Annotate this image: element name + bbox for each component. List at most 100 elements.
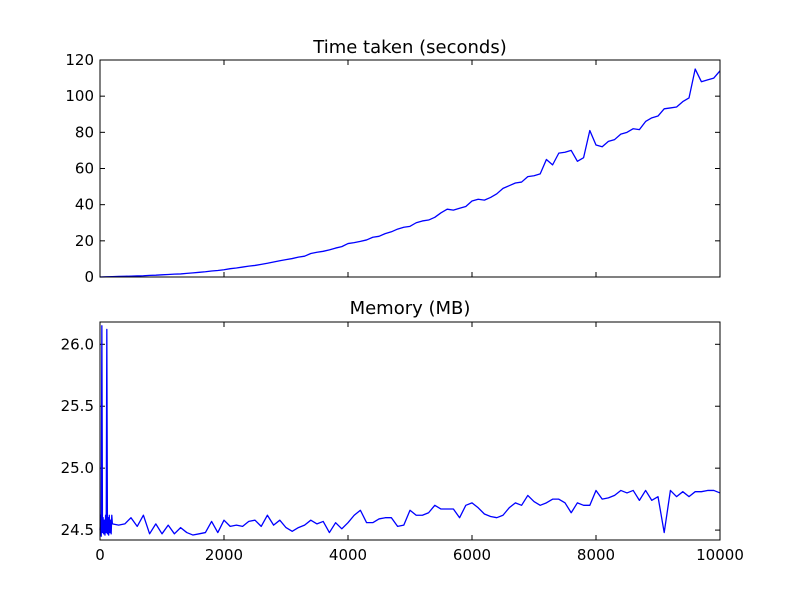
- memory-data-point: [595, 490, 596, 491]
- time-ytick-label: 100: [65, 87, 94, 105]
- time-data-point: [341, 246, 342, 247]
- memory-data-point: [453, 508, 454, 509]
- time-data-point: [304, 256, 305, 257]
- time-data-point: [608, 141, 609, 142]
- time-data-point: [298, 257, 299, 258]
- time-plot-title: Time taken (seconds): [312, 37, 506, 58]
- time-data-point: [292, 258, 293, 259]
- time-data-point: [161, 274, 162, 275]
- memory-data-point: [205, 532, 206, 533]
- memory-data-point: [109, 532, 110, 533]
- memory-xtick-label: 4000: [329, 546, 367, 564]
- time-data-point: [211, 270, 212, 271]
- time-data-point: [372, 237, 373, 238]
- memory-data-point: [111, 515, 112, 516]
- time-data-point: [422, 220, 423, 221]
- memory-data-point: [670, 490, 671, 491]
- time-data-point: [602, 146, 603, 147]
- memory-data-point: [645, 490, 646, 491]
- time-data-point: [595, 144, 596, 145]
- memory-data-point: [180, 527, 181, 528]
- memory-data-point: [112, 523, 113, 524]
- memory-data-point: [279, 520, 280, 521]
- memory-data-point: [105, 515, 106, 516]
- memory-data-point: [378, 518, 379, 519]
- time-data-point: [360, 241, 361, 242]
- memory-data-point: [397, 526, 398, 527]
- time-ytick-label: 0: [84, 268, 94, 286]
- memory-data-point: [440, 508, 441, 509]
- time-data-point: [143, 275, 144, 276]
- time-data-point: [465, 206, 466, 207]
- time-data-point: [155, 275, 156, 276]
- time-data-point: [329, 249, 330, 250]
- memory-data-point: [682, 491, 683, 492]
- time-data-point: [391, 231, 392, 232]
- memory-data-point: [230, 526, 231, 527]
- memory-data-point: [143, 515, 144, 516]
- memory-data-point: [391, 517, 392, 518]
- time-data-point: [577, 161, 578, 162]
- time-data-point: [639, 129, 640, 130]
- memory-data-point: [354, 515, 355, 516]
- memory-xtick-label: 0: [95, 546, 105, 564]
- memory-data-point: [633, 490, 634, 491]
- memory-data-point: [106, 329, 107, 330]
- memory-data-point: [552, 499, 553, 500]
- memory-data-point: [168, 525, 169, 526]
- memory-data-point: [104, 520, 105, 521]
- memory-data-point: [104, 534, 105, 535]
- time-data-point: [335, 247, 336, 248]
- time-data-point: [347, 243, 348, 244]
- memory-data-point: [310, 520, 311, 521]
- time-data-point: [484, 200, 485, 201]
- memory-data-point: [292, 531, 293, 532]
- memory-data-point: [372, 522, 373, 523]
- memory-data-point: [107, 517, 108, 518]
- memory-data-point: [110, 520, 111, 521]
- memory-data-point: [434, 505, 435, 506]
- time-data-point: [186, 273, 187, 274]
- memory-data-point: [385, 517, 386, 518]
- memory-data-point: [192, 534, 193, 535]
- time-plot-ticks: 0 20 40 60 80 100 120: [65, 51, 721, 286]
- memory-data-point: [540, 505, 541, 506]
- memory-data-point: [478, 507, 479, 508]
- time-data-point: [434, 217, 435, 218]
- time-data-point: [490, 197, 491, 198]
- memory-data-point: [101, 536, 102, 537]
- memory-ytick-label: 24.5: [61, 521, 94, 539]
- memory-data-point: [323, 521, 324, 522]
- memory-data-point: [484, 513, 485, 514]
- memory-data-point: [428, 512, 429, 513]
- time-data-point: [521, 181, 522, 182]
- time-data-point: [447, 209, 448, 210]
- memory-data-point: [107, 533, 108, 534]
- memory-data-point: [273, 525, 274, 526]
- time-data-point: [688, 97, 689, 98]
- memory-data-point: [285, 527, 286, 528]
- memory-data-point: [329, 532, 330, 533]
- time-data-point: [230, 268, 231, 269]
- memory-data-point: [217, 532, 218, 533]
- memory-data-point: [564, 502, 565, 503]
- memory-data-point: [155, 523, 156, 524]
- memory-data-point: [137, 526, 138, 527]
- memory-data-point: [676, 496, 677, 497]
- memory-data-point: [261, 526, 262, 527]
- time-data-point: [205, 271, 206, 272]
- memory-data-point: [521, 505, 522, 506]
- memory-ytick-label: 25.5: [61, 397, 94, 415]
- time-data-point: [502, 188, 503, 189]
- time-data-point: [397, 228, 398, 229]
- memory-data-point: [496, 517, 497, 518]
- time-data-point: [261, 264, 262, 265]
- memory-xtick-label: 8000: [577, 546, 615, 564]
- memory-data-point: [589, 505, 590, 506]
- memory-plot-title: Memory (MB): [350, 298, 471, 319]
- memory-data-point: [416, 515, 417, 516]
- time-data-point: [236, 267, 237, 268]
- memory-data-point: [102, 532, 103, 533]
- time-data-point: [509, 185, 510, 186]
- time-data-point: [682, 101, 683, 102]
